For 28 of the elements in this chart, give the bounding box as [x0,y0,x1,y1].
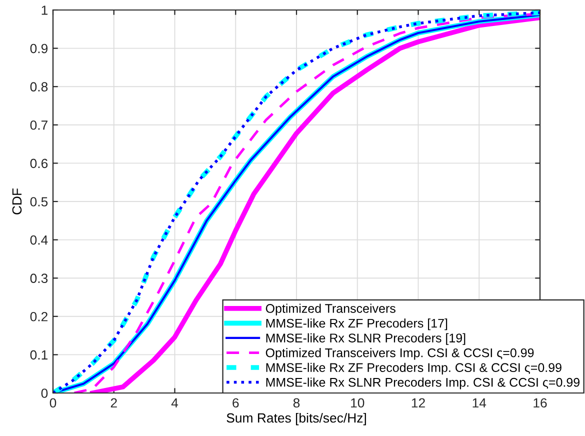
y-tick-label: 0.5 [30,197,48,206]
y-tick-label: 0.4 [30,235,48,245]
x-tick-label: 4 [171,398,178,408]
x-tick-label: 12 [412,398,425,408]
legend-label: Optimized Transceivers Imp. CSI & CCSI ς=0.99 [266,348,534,360]
y-tick-label: 0.2 [30,312,48,322]
y-tick-label: 0.9 [30,44,48,54]
x-tick-label: 10 [351,398,364,408]
x-tick-label: 0 [50,398,56,408]
y-axis-title: CDF [12,188,22,214]
y-tick-label: 0.6 [30,158,48,168]
legend-label: MMSE-like Rx SLNR Precoders Imp. CSI & CCSI ς=0.99 [266,378,580,390]
x-tick-label: 16 [534,398,547,408]
legend-label: MMSE-like Rx ZF Precoders [17] [266,318,448,330]
y-tick-label: 0.3 [30,274,48,284]
legend-label: Optimized Transceivers [266,304,396,316]
x-tick-label: 8 [293,398,300,408]
y-tick-label: 0 [41,388,48,398]
x-tick-label: 6 [232,398,239,408]
y-tick-label: 1 [42,6,48,15]
y-tick-label: 0.7 [30,120,48,130]
legend-label: MMSE-like Rx SLNR Precoders [19] [266,333,466,345]
legend-label: MMSE-like Rx ZF Precoders Imp. CSI & CCSI ς=0.99 [266,362,562,374]
x-tick-label: 2 [110,398,117,408]
x-tick-label: 14 [472,398,486,408]
y-tick-label: 0.1 [30,350,48,360]
y-tick-label: 0.8 [30,82,48,92]
x-axis-title: Sum Rates [bits/sec/Hz] [226,412,366,426]
